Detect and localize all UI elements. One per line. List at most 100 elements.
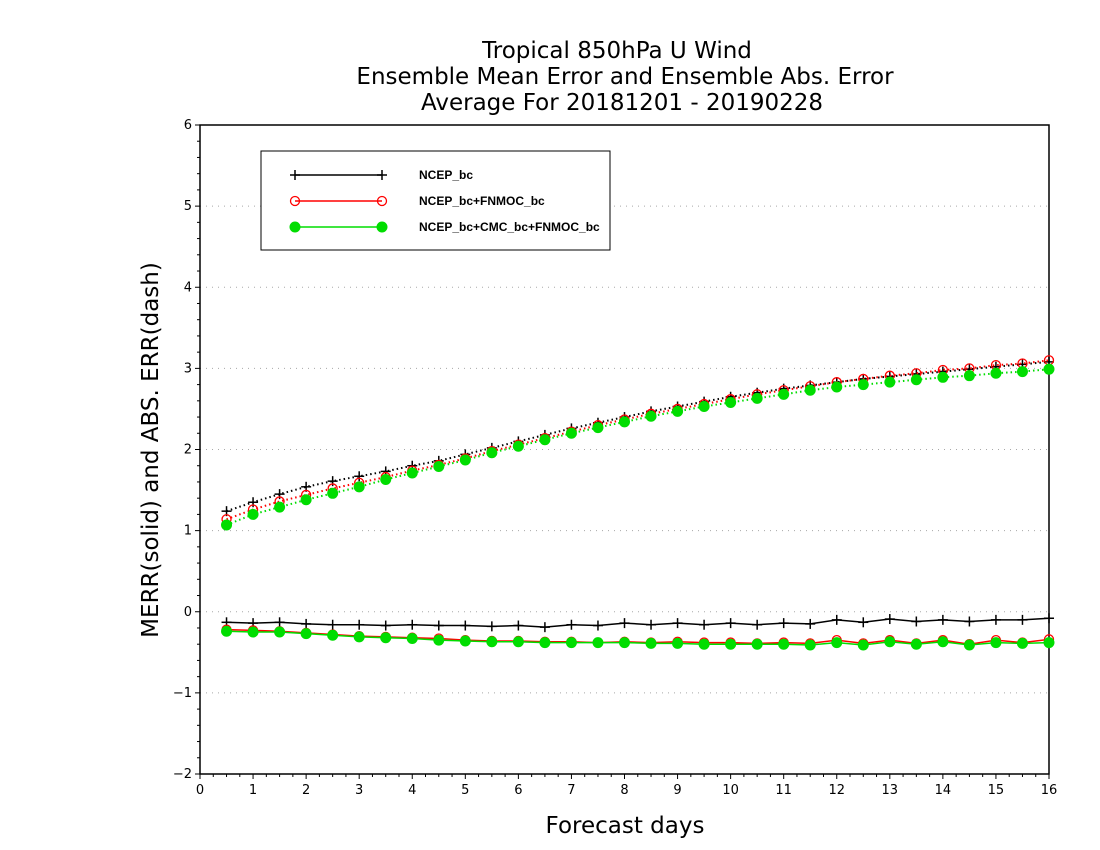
legend-marker-3a: [289, 221, 301, 233]
series-3-merr-point: [725, 638, 737, 650]
series-1-merr-point: [884, 614, 895, 625]
series-3-merr-point: [884, 636, 896, 648]
series-3-abs-err-line: [226, 368, 1050, 526]
series-3-merr-point: [459, 635, 471, 647]
legend-marker-2a: [289, 195, 301, 207]
y-tick-label: 4: [184, 280, 192, 295]
series-1-merr-point: [937, 614, 948, 625]
legend-label-1: NCEP_bc: [419, 168, 473, 182]
series-3-abs-err-point: [672, 405, 684, 417]
y-tick-label: 1: [184, 524, 192, 539]
series-1-merr-point: [672, 618, 683, 629]
x-tick-label: 12: [828, 783, 845, 798]
series-1: [221, 356, 1054, 633]
y-tick-label: −2: [173, 767, 192, 782]
series-3-merr-point: [486, 636, 498, 648]
x-tick-label: 9: [673, 783, 681, 798]
series-2: [221, 355, 1055, 650]
series-3-merr-point: [990, 637, 1002, 649]
series-3-merr-point: [963, 639, 975, 651]
legend-label-3: NCEP_bc+CMC_bc+FNMOC_bc: [419, 220, 600, 234]
series-layer: [221, 355, 1055, 651]
series-3-merr-point: [539, 637, 551, 649]
y-axis-label: MERR(solid) and ABS. ERR(dash): [138, 262, 164, 638]
chart-title-line-2: Ensemble Mean Error and Ensemble Abs. Er…: [356, 64, 894, 90]
series-3-merr-point: [592, 637, 604, 649]
legend-marker-1b: [377, 170, 387, 180]
y-tick-label: 6: [184, 118, 192, 133]
legend-marker-2b: [376, 195, 388, 207]
series-3-merr-point: [1043, 637, 1055, 649]
series-3-abs-err-point: [300, 494, 312, 506]
series-1-merr-point: [380, 620, 391, 631]
series-3-merr-point: [751, 638, 763, 650]
series-1-merr-point: [646, 619, 657, 630]
series-3-merr-point: [778, 638, 790, 650]
series-3-merr-point: [672, 637, 684, 649]
series-3-merr-point: [831, 637, 843, 649]
series-3-abs-err-point: [725, 396, 737, 408]
series-1-abs-err-point: [354, 471, 365, 482]
series-3-abs-err-point: [406, 467, 418, 479]
series-1-merr-point: [805, 618, 816, 629]
x-tick-label: 11: [775, 783, 792, 798]
series-3-merr-point: [619, 637, 630, 649]
series-1-merr-point: [778, 618, 789, 629]
series-1-merr-point: [752, 619, 763, 630]
series-3-abs-err-point: [327, 487, 339, 499]
x-tick-label: 2: [302, 783, 310, 798]
series-3-abs-err-point: [512, 440, 524, 452]
series-3-abs-err-point: [831, 381, 843, 393]
series-1-merr-point: [301, 618, 312, 629]
series-3-abs-err-point: [592, 422, 604, 434]
legend-marker-1a: [290, 170, 300, 180]
series-3-abs-err-point: [937, 371, 949, 383]
series-1-merr-point: [274, 617, 285, 628]
series-3-abs-err-point: [380, 474, 392, 486]
series-1-merr-point: [592, 620, 603, 631]
y-tick-label: 5: [184, 199, 192, 214]
series-3-abs-err-point: [963, 370, 975, 382]
x-tick-label: 15: [988, 783, 1005, 798]
series-3-merr-point: [433, 634, 445, 646]
series-3-merr-point: [1016, 637, 1028, 649]
series-1-merr-line: [226, 617, 1050, 628]
x-tick-label: 1: [249, 783, 257, 798]
series-3-merr-point: [380, 632, 392, 644]
series-1-merr-point: [433, 620, 444, 631]
series-3-merr-line: [226, 630, 1050, 646]
series-1-merr-point: [725, 618, 736, 629]
series-1-merr-point: [539, 622, 550, 633]
series-1-merr-point: [407, 619, 418, 630]
series-3-merr-point: [937, 636, 949, 648]
series-1-merr-point: [699, 619, 710, 630]
series-1-merr-point: [911, 616, 922, 627]
series-1-merr-point: [486, 621, 497, 632]
series-1-merr-point: [327, 619, 338, 630]
series-1-merr-point: [619, 618, 630, 629]
series-3-abs-err-point: [459, 454, 471, 466]
series-3-abs-err-point: [804, 384, 816, 396]
series-1-merr-point: [990, 614, 1001, 625]
series-3-merr-point: [512, 636, 524, 648]
series-3-abs-err-point: [778, 388, 790, 400]
legend: NCEP_bc NCEP_bc+FNMOC_bc NCEP_bc+CMC_bc+FN…: [260, 150, 611, 251]
legend-label-2: NCEP_bc+FNMOC_bc: [419, 194, 545, 208]
series-2-abs-err-line: [226, 359, 1050, 521]
y-tick-label: 3: [184, 361, 192, 376]
series-3-abs-err-point: [645, 410, 657, 422]
series-3-abs-err-point: [539, 434, 551, 446]
series-3-merr-point: [804, 639, 816, 651]
series-1-abs-err-point: [274, 489, 285, 500]
series-3-merr-point: [221, 625, 233, 637]
series-3-abs-err-point: [1016, 366, 1028, 378]
series-3-abs-err-point: [353, 481, 365, 493]
chart-titles: Tropical 850hPa U Wind Ensemble Mean Err…: [356, 38, 894, 116]
x-tick-label: 7: [567, 783, 575, 798]
series-3-abs-err-point: [857, 379, 869, 391]
series-3-abs-err-point: [910, 374, 922, 386]
x-axis-label: Forecast days: [546, 813, 705, 839]
series-1-merr-point: [513, 620, 524, 631]
